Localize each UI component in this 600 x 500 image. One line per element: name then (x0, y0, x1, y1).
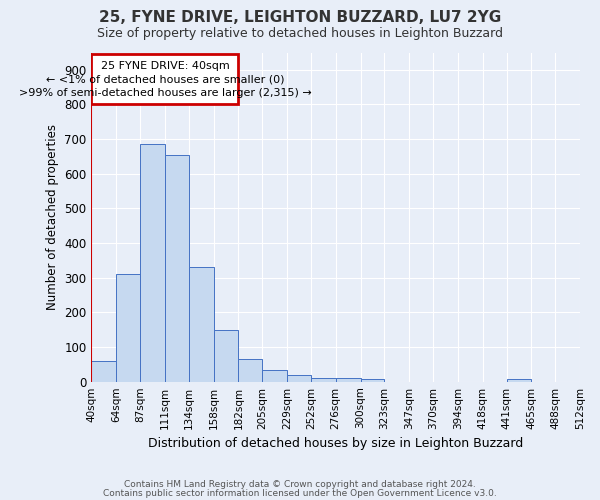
Text: >99% of semi-detached houses are larger (2,315) →: >99% of semi-detached houses are larger … (19, 88, 311, 98)
Bar (336, 378, 361, 382)
Bar (287, 376, 311, 382)
Bar (91, 54, 238, 104)
Bar (189, 268, 214, 382)
X-axis label: Distribution of detached houses by size in Leighton Buzzard: Distribution of detached houses by size … (148, 437, 523, 450)
Bar (165, 154, 189, 382)
Bar (238, 359, 262, 382)
Bar (214, 330, 238, 382)
Bar (140, 144, 165, 382)
Text: 25, FYNE DRIVE, LEIGHTON BUZZARD, LU7 2YG: 25, FYNE DRIVE, LEIGHTON BUZZARD, LU7 2Y… (99, 10, 501, 25)
Text: Size of property relative to detached houses in Leighton Buzzard: Size of property relative to detached ho… (97, 28, 503, 40)
Bar (116, 274, 140, 382)
Bar (311, 378, 336, 382)
Text: Contains HM Land Registry data © Crown copyright and database right 2024.: Contains HM Land Registry data © Crown c… (124, 480, 476, 489)
Bar (361, 379, 385, 382)
Bar (506, 379, 532, 382)
Bar (262, 370, 287, 382)
Bar (91, 361, 116, 382)
Y-axis label: Number of detached properties: Number of detached properties (46, 124, 59, 310)
Text: Contains public sector information licensed under the Open Government Licence v3: Contains public sector information licen… (103, 488, 497, 498)
Text: 25 FYNE DRIVE: 40sqm: 25 FYNE DRIVE: 40sqm (101, 60, 229, 70)
Text: ← <1% of detached houses are smaller (0): ← <1% of detached houses are smaller (0) (46, 74, 284, 85)
